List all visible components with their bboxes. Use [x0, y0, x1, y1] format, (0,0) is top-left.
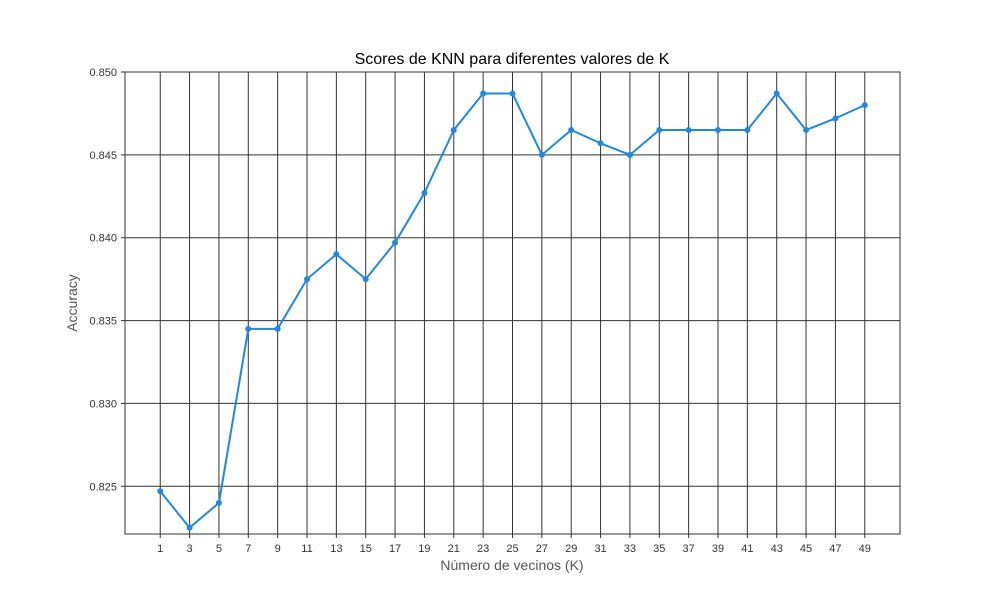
x-tick-label: 35: [653, 543, 665, 555]
x-tick-label: 27: [536, 543, 548, 555]
x-tick-label: 1: [157, 543, 163, 555]
x-tick-label: 9: [275, 543, 281, 555]
data-point: [480, 90, 487, 97]
data-point: [803, 126, 810, 133]
x-tick-label: 17: [389, 543, 401, 555]
data-point: [832, 115, 839, 122]
data-point: [626, 151, 633, 158]
x-tick-label: 11: [301, 543, 312, 555]
data-point: [186, 524, 193, 531]
data-point: [538, 151, 545, 158]
x-tick-label: 3: [187, 543, 193, 555]
x-tick-labels: 1 3 5 7 9 11 13 15 17 19 21 23 25 27 29 31 33 35 37 39 41 43 4…: [157, 534, 871, 555]
x-tick-label: 43: [771, 543, 783, 555]
data-point: [157, 488, 164, 495]
y-axis-label: Accuracy: [64, 274, 80, 332]
x-tick-label: 45: [800, 543, 812, 555]
x-tick-label: 33: [624, 543, 636, 555]
y-tick-label: 0.825: [89, 481, 117, 493]
data-point: [392, 239, 399, 246]
data-point: [714, 126, 721, 133]
x-tick-label: 47: [829, 543, 841, 555]
data-point: [245, 325, 252, 332]
data-point: [509, 90, 516, 97]
x-tick-label: 37: [683, 543, 695, 555]
x-tick-label: 7: [245, 543, 251, 555]
data-point: [421, 189, 428, 196]
x-tick-label: 39: [712, 543, 724, 555]
x-tick-label: 19: [418, 543, 430, 555]
x-tick-label: 5: [216, 543, 222, 555]
data-point: [773, 90, 780, 97]
data-point: [861, 102, 868, 109]
x-tick-label: 41: [741, 543, 753, 555]
data-point: [597, 140, 604, 147]
data-point: [568, 126, 575, 133]
y-tick-labels: 0.825 0.830 0.835 0.840 0.845 0.850: [89, 67, 125, 493]
y-tick-label: 0.840: [89, 233, 117, 245]
x-tick-label: 29: [565, 543, 577, 555]
y-tick-label: 0.835: [89, 316, 117, 328]
data-point: [274, 325, 281, 332]
x-axis-label: Número de vecinos (K): [440, 557, 583, 573]
x-tick-label: 15: [360, 543, 372, 555]
x-tick-label: 31: [594, 543, 606, 555]
chart-title: Scores de KNN para diferentes valores de…: [355, 51, 670, 68]
data-point: [744, 126, 751, 133]
data-point: [656, 126, 663, 133]
x-tick-label: 23: [477, 543, 489, 555]
series-group: [157, 90, 868, 531]
data-point: [333, 251, 340, 258]
data-point: [450, 126, 457, 133]
y-tick-label: 0.830: [89, 398, 117, 410]
data-point: [215, 499, 222, 506]
x-tick-label: 49: [859, 543, 871, 555]
y-tick-label: 0.850: [89, 67, 117, 79]
x-tick-label: 25: [506, 543, 518, 555]
data-point: [685, 126, 692, 133]
data-point: [304, 276, 311, 283]
data-point: [362, 276, 369, 283]
x-tick-label: 13: [330, 543, 342, 555]
y-tick-label: 0.845: [89, 150, 117, 162]
x-tick-label: 21: [448, 543, 460, 555]
